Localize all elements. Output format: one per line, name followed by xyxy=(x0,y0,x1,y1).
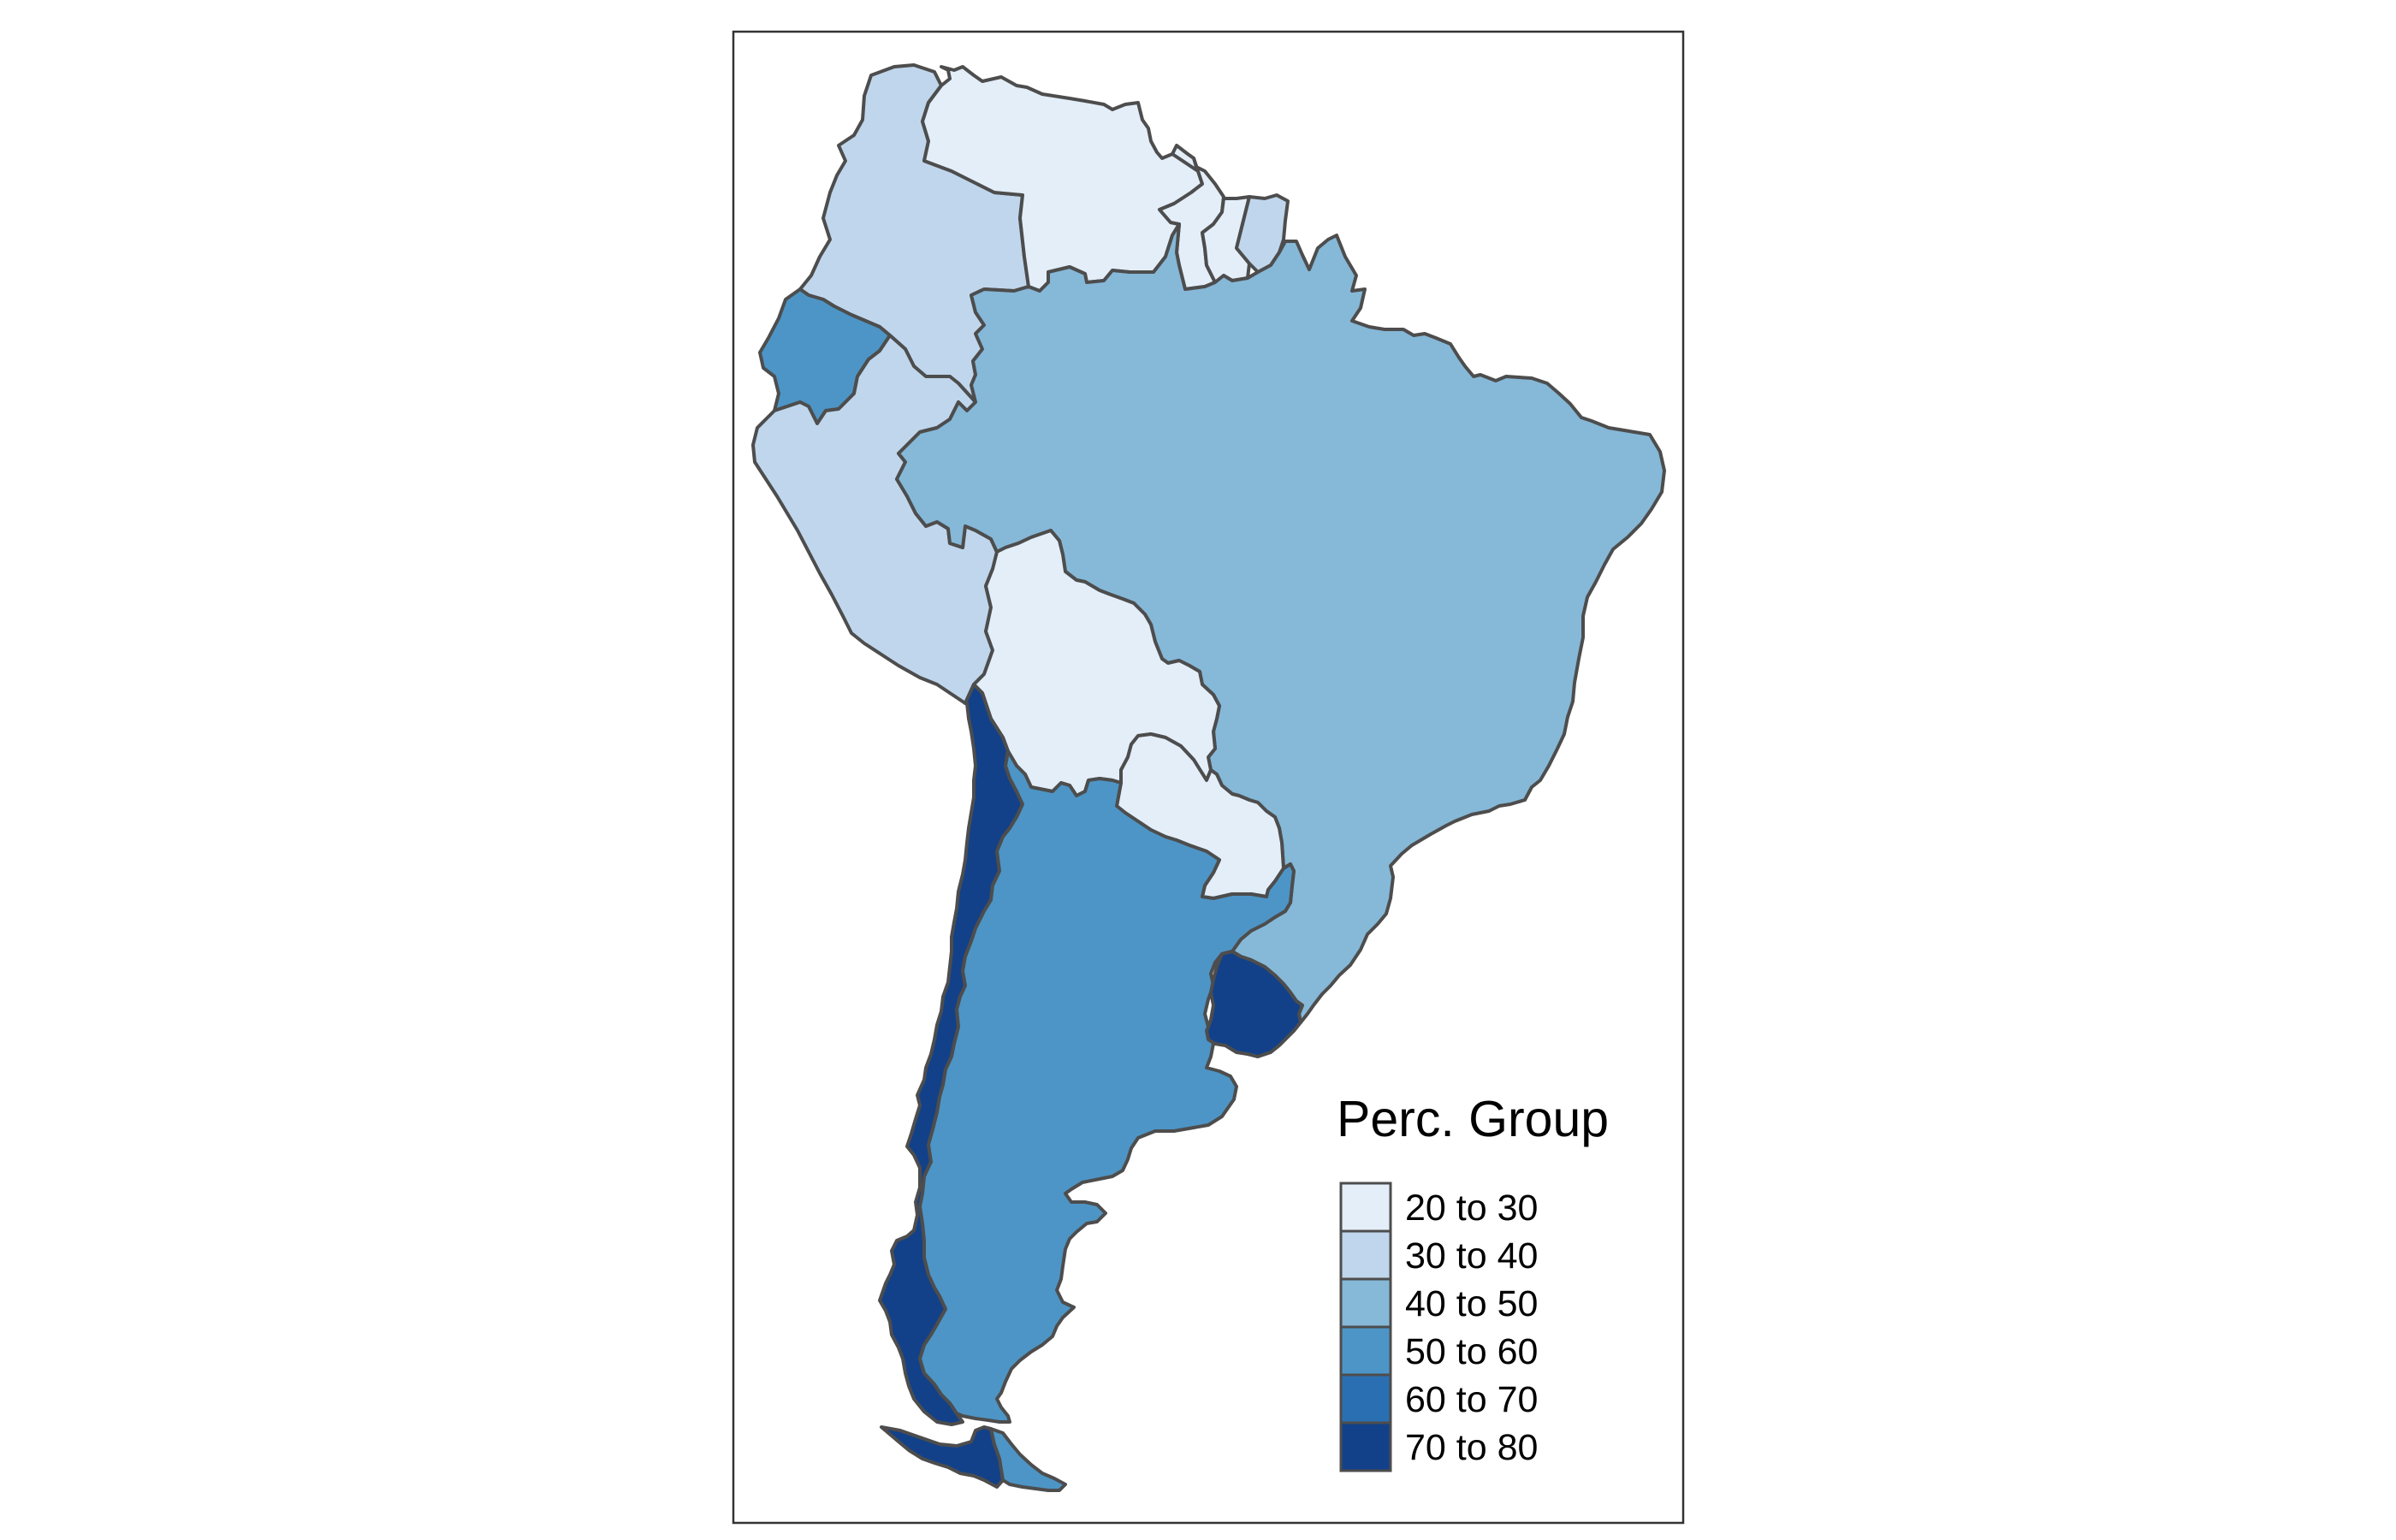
legend-swatch xyxy=(1339,1373,1392,1424)
country-chile-tierra-del-fuego[interactable] xyxy=(880,1425,1005,1489)
map-frame xyxy=(732,30,1685,1525)
country-argentina-tierra-del-fuego[interactable] xyxy=(989,1427,1067,1492)
legend-label: 60 to 70 xyxy=(1405,1379,1538,1420)
map-legend: Perc. Group 20 to 30 30 to 40 40 to 50 50 t… xyxy=(1337,1091,1609,1472)
legend-swatch xyxy=(1339,1421,1392,1472)
legend-swatch xyxy=(1339,1182,1392,1233)
legend-label: 70 to 80 xyxy=(1405,1427,1538,1468)
legend-label: 40 to 50 xyxy=(1405,1283,1538,1324)
legend-label: 30 to 40 xyxy=(1405,1235,1538,1276)
legend-label: 20 to 30 xyxy=(1405,1188,1538,1229)
legend-swatch xyxy=(1339,1325,1392,1377)
country-argentina[interactable] xyxy=(918,749,1296,1424)
legend-swatch xyxy=(1339,1229,1392,1281)
legend-items: 20 to 30 30 to 40 40 to 50 50 to 60 60 to 70… xyxy=(1339,1182,1538,1472)
legend-swatch xyxy=(1339,1277,1392,1329)
country-uruguay[interactable] xyxy=(1205,950,1304,1058)
legend-label: 50 to 60 xyxy=(1405,1331,1538,1372)
legend-title: Perc. Group xyxy=(1337,1091,1609,1147)
